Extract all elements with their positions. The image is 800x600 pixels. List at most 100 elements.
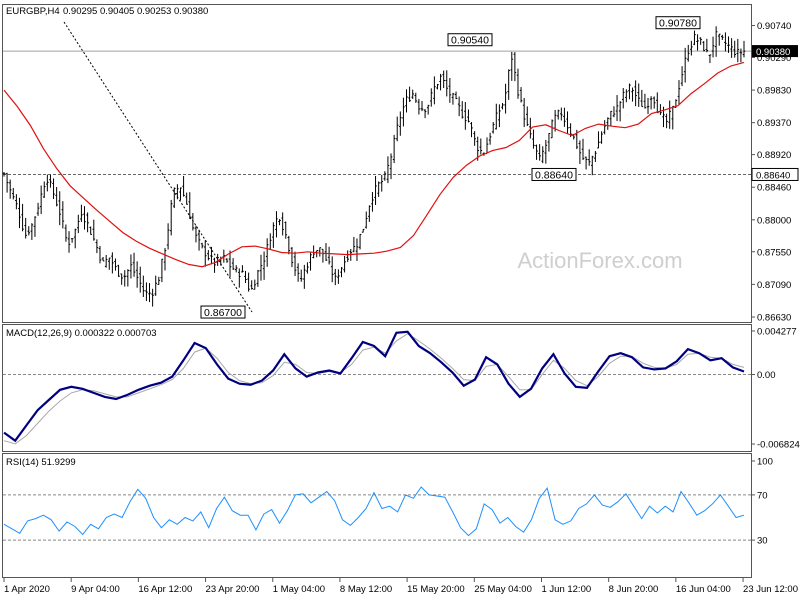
price-y-tick-label: 0.86630 [757,313,791,324]
price-bar [612,106,616,118]
price-bar [606,117,610,130]
price-bar [516,68,520,99]
macd-y-tick-label: -0.006824 [757,440,800,451]
price-bar [330,256,334,283]
price-bar [702,41,706,52]
price-bar [519,87,523,103]
price-bar [49,174,52,188]
price-bar [5,172,9,193]
price-bar [355,238,359,261]
price-bar [445,70,449,97]
price-y-tick-label: 0.90290 [757,53,791,64]
price-bar [541,146,545,164]
price-bar [600,131,603,144]
price-bar [498,104,501,128]
price-bar [680,66,684,87]
price-bar [603,120,606,135]
price-bar [594,151,597,162]
price-bar [436,83,439,90]
price-bar [207,250,210,261]
price-bar [721,34,724,40]
price-bar [563,107,566,127]
price-bar [361,228,365,233]
price-bar [191,213,195,231]
price-bar [479,138,483,155]
price-bar [352,236,356,253]
price-bar [368,205,371,222]
price-bar [634,80,637,107]
price-bar [454,91,458,100]
price-bar [2,172,6,177]
rsi-y-tick-label: 100 [757,457,773,468]
price-bar [529,117,532,139]
price-bar [464,102,467,130]
price-bar [538,144,541,161]
price-bar [504,83,507,114]
annotation-0-90780: 0.90780 [655,16,701,30]
price-bar [234,265,238,273]
price-y-tick-label: 0.87550 [757,247,791,258]
price-bar [272,222,275,248]
price-bar [120,273,123,285]
price-bar [39,185,43,215]
price-bar [683,47,687,83]
price-bar [426,104,430,115]
price-bar [457,96,461,117]
price-bar [525,106,529,127]
price-bar [299,269,303,282]
price-bar [615,95,619,122]
price-bar [501,103,504,110]
price-bar [135,261,139,288]
price-bar [488,132,492,145]
x-tick-label: 25 May 04:00 [474,584,532,595]
price-bar [151,288,154,307]
price-bar [442,70,445,88]
moving-average-line [3,61,745,268]
price-bar [172,187,176,208]
price-y-tick-label: 0.88920 [757,150,791,161]
price-bar [231,258,235,270]
price-bar [665,113,668,129]
price-bar [386,156,390,184]
price-bar [11,187,15,200]
macd-main-line [3,330,745,443]
x-tick-label: 1 May 04:00 [273,584,325,595]
price-bar [281,212,284,236]
price-bar [705,38,709,53]
price-bar [739,48,743,63]
price-bar [389,153,393,180]
price-bar [101,256,105,262]
price-bar [197,229,201,251]
annotation-box [200,305,246,319]
annotation-label: 0.88640 [535,169,573,181]
price-bar [86,212,89,233]
price-bar [711,36,715,58]
level-price-label: 0.88640 [756,170,790,181]
price-bars [2,26,746,307]
price-bar [696,34,699,51]
price-bar [699,37,702,45]
price-bar [343,255,346,273]
price-bar [95,239,99,254]
price-bar [491,122,495,134]
price-bar [405,89,408,113]
price-bar [383,171,387,181]
price-bar [238,268,241,288]
price-bar [717,33,721,46]
price-bar [169,199,173,236]
price-bar [46,174,49,192]
price-bar [522,97,526,128]
price-bar [15,194,18,210]
price-bar [544,139,548,164]
macd-pane [2,324,752,452]
price-bar [182,176,185,197]
price-bar [460,101,464,119]
macd-title: MACD(12,26,9) 0.000322 0.000703 [6,328,157,339]
price-bar [111,252,114,274]
rsi-line [3,486,745,537]
annotation-0-88640: 0.88640 [531,167,577,181]
price-bar [340,267,343,278]
price-bar [371,192,374,212]
price-bar [408,86,411,102]
price-bar [423,109,427,119]
